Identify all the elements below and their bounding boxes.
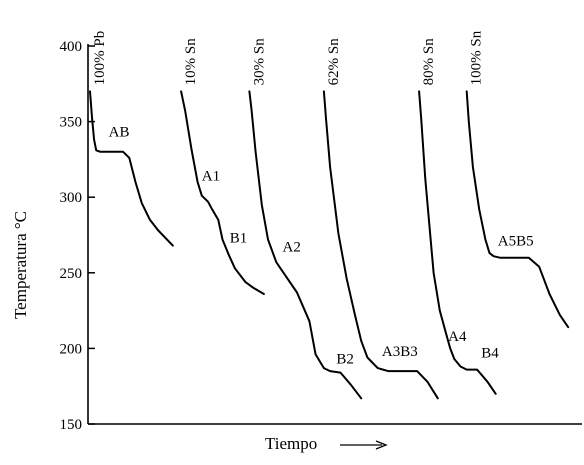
y-ticks: 150 200 250 300 350 400 <box>60 39 95 433</box>
y-tick-label: 350 <box>60 115 83 131</box>
series-name-label: 10% Sn <box>183 38 199 86</box>
phase-point-label: A3B3 <box>382 344 418 360</box>
phase-point-label: A1 <box>202 169 220 185</box>
y-tick-label: 200 <box>60 341 83 357</box>
cooling-curve-line <box>248 90 363 400</box>
series-name-label: 80% Sn <box>421 38 437 86</box>
series-1: 10% Sn A1 B1 <box>180 38 265 295</box>
y-tick-label: 250 <box>60 266 83 282</box>
series-0: 100% Pb AB <box>89 31 174 247</box>
series-name-label: 62% Sn <box>326 38 342 86</box>
series-3: 62% Sn A3B3 <box>322 38 439 400</box>
phase-point-label: B4 <box>481 345 499 361</box>
cooling-curve-line <box>465 90 570 329</box>
series-4: 80% Sn A4 B4 <box>418 38 499 395</box>
x-axis-title: Tiempo <box>265 434 317 453</box>
x-axis-title-group: Tiempo <box>265 434 388 453</box>
cooling-curve-line <box>180 90 265 295</box>
cooling-curve-line <box>89 90 174 247</box>
cooling-curve-line <box>418 90 497 395</box>
y-tick-label: 150 <box>60 417 83 433</box>
x-axis-arrow-head <box>375 440 388 450</box>
phase-point-label: A4 <box>448 329 467 345</box>
axes <box>87 44 582 425</box>
series-name-label: 100% Sn <box>469 30 485 85</box>
series-name-label: 30% Sn <box>251 38 267 86</box>
series-5: 100% Sn A5B5 <box>465 30 570 329</box>
y-tick-label: 300 <box>60 190 83 206</box>
phase-point-label: B1 <box>230 231 248 247</box>
y-axis-title: Temperatura °C <box>11 211 30 319</box>
phase-point-label: AB <box>109 125 130 141</box>
y-tick-label: 400 <box>60 39 83 55</box>
series-name-label: 100% Pb <box>92 31 108 86</box>
phase-point-label: B2 <box>336 352 354 368</box>
series-2: 30% Sn A2 B2 <box>248 38 363 400</box>
cooling-curve-line <box>322 90 439 400</box>
phase-point-label: A5B5 <box>498 234 534 250</box>
phase-point-label: A2 <box>283 240 301 256</box>
